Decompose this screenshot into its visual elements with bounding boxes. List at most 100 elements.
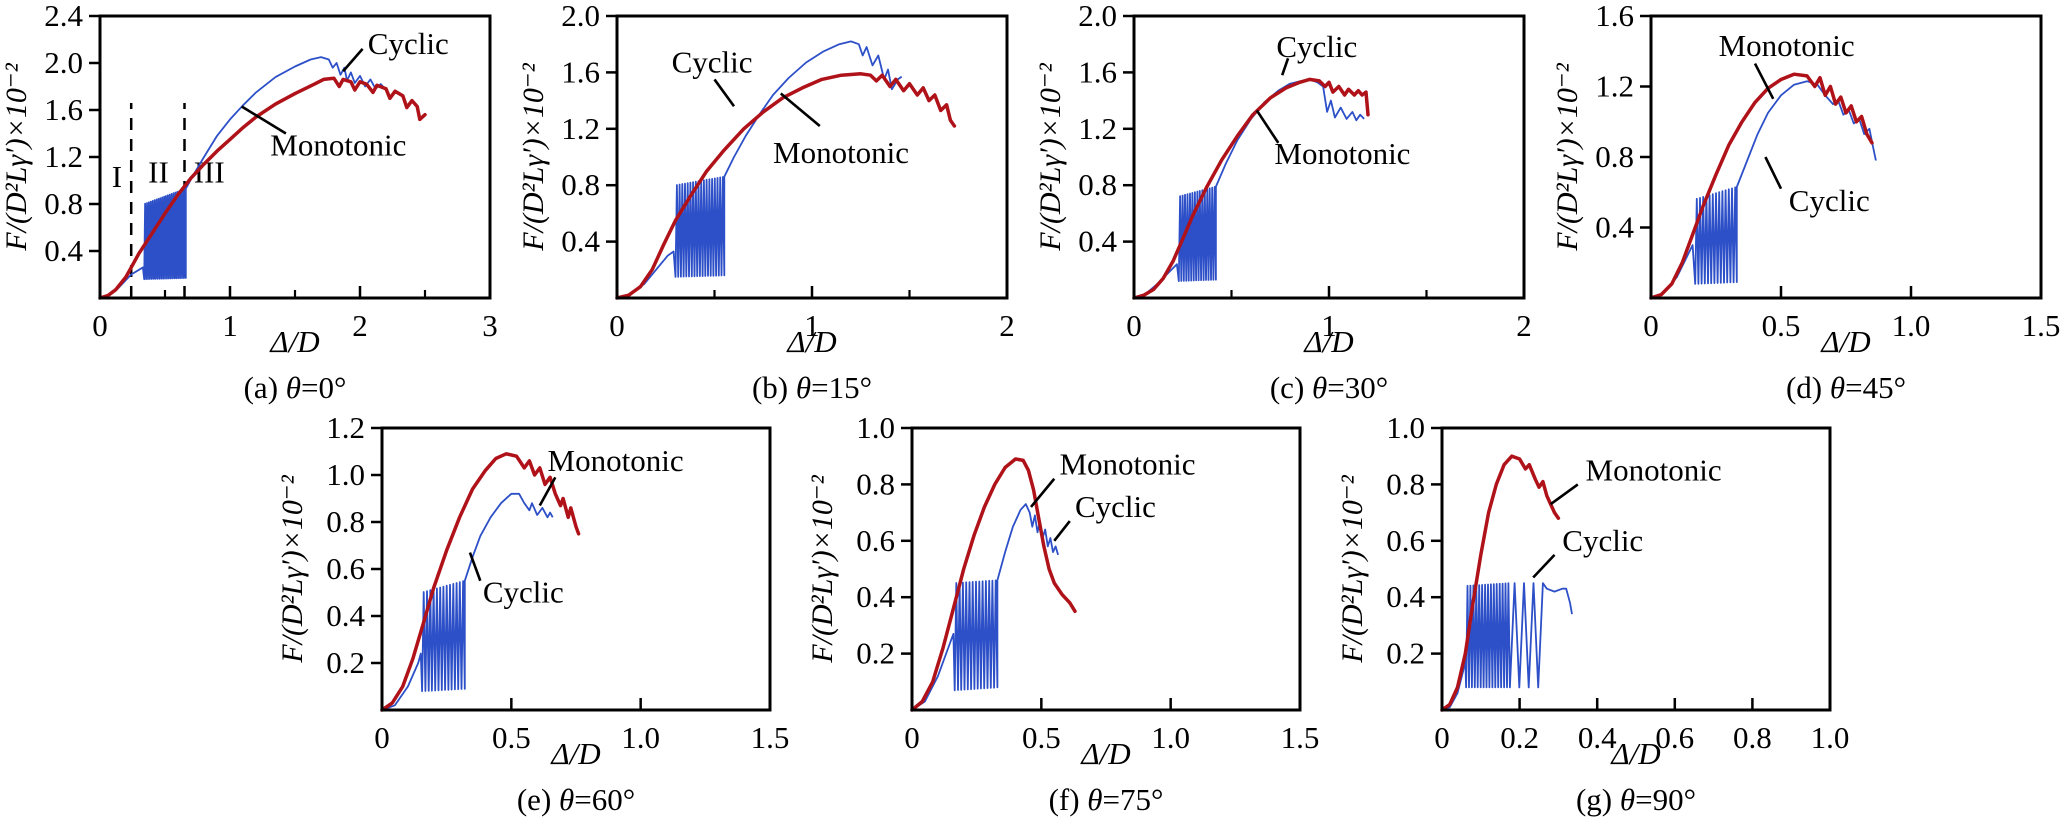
y-tick-label: 0.4: [1078, 224, 1117, 259]
monotonic-curve: [910, 457, 1077, 712]
monotonic-curve: [615, 72, 957, 300]
annotation-monotonic: Monotonic: [773, 135, 909, 170]
figure-row-2: 0 0.5 1.0 1.5 0.2 0.4 0.6 0.8 1.0 1.2 Monotonic Cyc…: [270, 410, 2068, 818]
annotation-monotonic: Monotonic: [1274, 136, 1410, 171]
x-axis-label: Δ/D: [1609, 736, 1660, 771]
y-tick-label: 2.0: [1078, 0, 1117, 33]
y-tick-label: 0.2: [1386, 636, 1425, 671]
annotation-leader-line: [1532, 554, 1556, 579]
y-tick-label: 1.2: [44, 139, 83, 174]
cyclic-curve: [1133, 78, 1365, 299]
annotation-monotonic: Monotonic: [270, 127, 406, 162]
annotation-leader-line: [1764, 156, 1783, 190]
panel-g-chart: 0 0.2 0.4 0.6 0.8 1.0 0.2 0.4 0.6 0.8 1.0 Monotonic…: [1336, 410, 1849, 817]
x-tick-label: 0: [374, 720, 390, 755]
cyclic-curve: [616, 40, 903, 299]
y-tick-label: 0.8: [1386, 466, 1425, 501]
annotation-leader-line: [1753, 62, 1775, 100]
y-tick-label: 0.4: [1386, 579, 1425, 614]
annotation-leader-line: [1029, 477, 1056, 508]
panel-a: I II III 0 1 2 3 0.4 0.8 1.2 1.6 2.0 2.4 Cyclic Monoto…: [0, 0, 517, 410]
y-tick-label: 0.4: [326, 598, 365, 633]
panel-d: 0 0.5 1.0 1.5 0.4 0.8 1.2 1.6 Monotonic Cyclic Δ/D…: [1551, 0, 2068, 410]
x-tick-label: 0.4: [1578, 720, 1617, 755]
annotation-leader-line: [342, 48, 364, 73]
cyclic-curve: [99, 56, 387, 299]
y-axis-label: F/(D²Lγ′)×10⁻²: [1034, 62, 1067, 251]
x-tick-label: 1: [1321, 308, 1337, 343]
panel-caption: (a) θ=0°: [244, 370, 347, 405]
x-tick-label: 1.0: [1892, 308, 1931, 343]
x-tick-label: 1.0: [1151, 720, 1190, 755]
x-tick-label: 1.0: [621, 720, 660, 755]
annotation-cyclic: Cyclic: [368, 26, 449, 61]
y-axis-label: F/(D²Lγ′)×10⁻²: [0, 62, 33, 251]
x-axis-label: Δ/D: [549, 736, 600, 771]
x-tick-label: 2: [1516, 308, 1532, 343]
y-tick-label: 0.6: [1386, 523, 1425, 558]
x-tick-label: 3: [482, 308, 498, 343]
panel-c: 0 1 2 0.4 0.8 1.2 1.6 2.0 Cyclic Monotonic Δ/D F/(D…: [1034, 0, 1551, 410]
y-tick-label: 0.4: [1595, 210, 1634, 245]
panel-b-chart: 0 1 2 0.4 0.8 1.2 1.6 2.0 Cyclic Monotonic Δ/D F/(D…: [517, 0, 1015, 405]
x-axis-label: Δ/D: [1302, 324, 1353, 359]
annotation-leader-line: [779, 92, 821, 127]
annotation-leader-line: [1549, 483, 1579, 506]
panel-f-chart: 0 0.5 1.0 1.5 0.2 0.4 0.6 0.8 1.0 Monotonic Cyclic…: [806, 410, 1319, 817]
x-tick-label: 0: [904, 720, 920, 755]
annotation-cyclic: Cyclic: [672, 45, 753, 80]
plot-frame: [910, 426, 1302, 712]
x-axis-label: Δ/D: [1819, 324, 1870, 359]
y-tick-label: 0.8: [856, 466, 895, 501]
y-axis-label: F/(D²Lγ′)×10⁻²: [806, 474, 839, 663]
plot-frame: [1440, 426, 1832, 712]
y-tick-label: 0.4: [44, 233, 83, 268]
x-tick-label: 2: [999, 308, 1015, 343]
annotation-monotonic: Monotonic: [1586, 452, 1722, 487]
x-tick-label: 0.5: [1762, 308, 1801, 343]
panel-c-chart: 0 1 2 0.4 0.8 1.2 1.6 2.0 Cyclic Monotonic Δ/D F/(D…: [1034, 0, 1532, 405]
x-axis-label: Δ/D: [785, 324, 836, 359]
panel-caption: (g) θ=90°: [1576, 782, 1696, 817]
monotonic-curve: [1649, 72, 1874, 300]
y-tick-label: 0.2: [856, 636, 895, 671]
y-tick-label: 2.0: [561, 0, 600, 33]
monotonic-curve: [1440, 454, 1561, 712]
y-tick-label: 1.6: [561, 54, 600, 89]
x-tick-label: 0: [609, 308, 625, 343]
x-tick-label: 0.5: [1022, 720, 1061, 755]
x-tick-label: 1: [222, 308, 238, 343]
y-tick-label: 0.6: [856, 523, 895, 558]
x-tick-label: 0: [1126, 308, 1142, 343]
annotation-monotonic: Monotonic: [1719, 28, 1855, 63]
panel-d-chart: 0 0.5 1.0 1.5 0.4 0.8 1.2 1.6 Monotonic Cyclic Δ/D…: [1551, 0, 2061, 405]
x-tick-label: 1.5: [751, 720, 790, 755]
panel-caption: (c) θ=30°: [1270, 370, 1388, 405]
y-tick-label: 0.8: [561, 167, 600, 202]
x-tick-label: 0.5: [492, 720, 531, 755]
x-tick-label: 1.5: [2022, 308, 2061, 343]
y-tick-label: 1.6: [1078, 54, 1117, 89]
y-tick-label: 0.4: [561, 224, 600, 259]
panel-caption: (d) θ=45°: [1786, 370, 1906, 405]
y-tick-label: 0.8: [1595, 139, 1634, 174]
x-tick-label: 0.2: [1500, 720, 1539, 755]
panel-f: 0 0.5 1.0 1.5 0.2 0.4 0.6 0.8 1.0 Monotonic Cyclic…: [800, 410, 1330, 818]
annotation-leader-line: [1280, 57, 1290, 76]
y-tick-label: 0.8: [44, 186, 83, 221]
x-tick-label: 1: [804, 308, 820, 343]
y-axis-label: F/(D²Lγ′)×10⁻²: [1336, 474, 1369, 663]
panel-g: 0 0.2 0.4 0.6 0.8 1.0 0.2 0.4 0.6 0.8 1.0 Monotonic…: [1330, 410, 1860, 818]
x-tick-label: 0.6: [1655, 720, 1694, 755]
annotation-monotonic: Monotonic: [1059, 447, 1195, 482]
region-label-II: II: [148, 154, 169, 189]
monotonic-curve: [98, 76, 427, 300]
y-tick-label: 1.6: [44, 92, 83, 127]
panel-caption: (e) θ=60°: [517, 782, 635, 817]
y-tick-label: 1.2: [561, 111, 600, 146]
panel-e-chart: 0 0.5 1.0 1.5 0.2 0.4 0.6 0.8 1.0 1.2 Monotonic Cyc…: [276, 410, 790, 817]
panel-caption: (f) θ=75°: [1049, 782, 1164, 817]
x-axis-label: Δ/D: [268, 324, 319, 359]
panel-caption: (b) θ=15°: [752, 370, 872, 405]
